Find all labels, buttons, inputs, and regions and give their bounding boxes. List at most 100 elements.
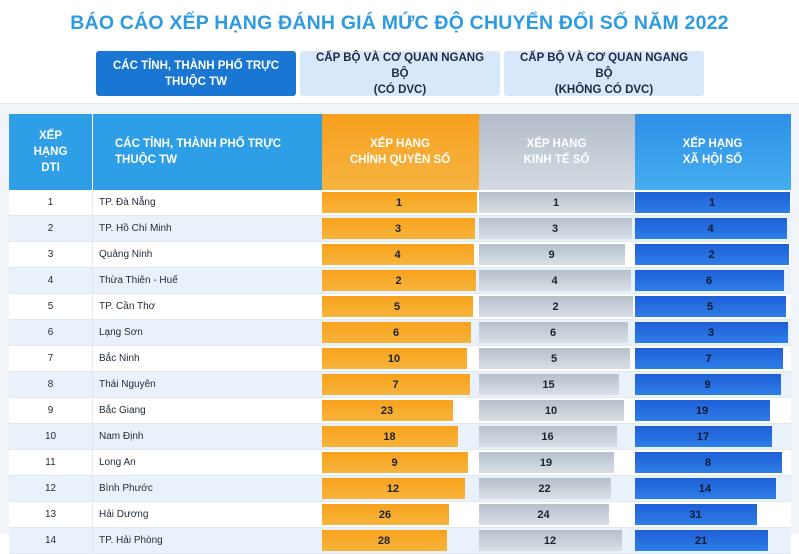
digital-society-cell: 14 <box>634 475 791 502</box>
table-row[interactable]: 13 Hải Dương 26 24 31 <box>9 501 791 528</box>
table-row[interactable]: 12 Bình Phước 12 22 14 <box>9 475 791 502</box>
digital-government-rank-bar: 18 <box>321 426 458 447</box>
digital-society-cell: 7 <box>634 345 791 372</box>
table-row[interactable]: 10 Nam Định 18 16 17 <box>9 423 791 450</box>
table-row[interactable]: 11 Long An 9 19 8 <box>9 449 791 476</box>
digital-economy-rank-bar: 3 <box>478 218 632 239</box>
dti-rank-cell: 12 <box>9 475 93 502</box>
header-digital-society[interactable]: XẾP HẠNG XÃ HỘI SỐ <box>634 114 791 190</box>
digital-economy-rank-bar: 2 <box>478 296 633 317</box>
page-title: BÁO CÁO XẾP HẠNG ĐÁNH GIÁ MỨC ĐỘ CHUYỂN … <box>70 12 729 34</box>
digital-government-cell: 10 <box>321 345 479 372</box>
digital-economy-cell: 6 <box>478 319 635 346</box>
digital-society-cell: 31 <box>634 501 791 528</box>
table-body: 1 TP. Đà Nẵng 1 1 1 2 TP. Hồ Chí Minh 3 3 4 3 Quảng… <box>9 190 791 554</box>
digital-economy-cell: 3 <box>478 215 635 242</box>
digital-government-cell: 5 <box>321 293 479 320</box>
digital-society-cell: 9 <box>634 371 791 398</box>
digital-society-rank-bar: 21 <box>634 530 768 551</box>
digital-government-rank-bar: 5 <box>321 296 473 317</box>
province-name-cell: TP. Cần Thơ <box>92 293 322 320</box>
digital-economy-rank-bar: 10 <box>478 400 624 421</box>
digital-economy-rank-bar: 16 <box>478 426 617 447</box>
digital-government-rank-bar: 2 <box>321 270 476 291</box>
digital-society-cell: 19 <box>634 397 791 424</box>
digital-government-rank-bar: 10 <box>321 348 467 369</box>
digital-economy-rank-bar: 4 <box>478 270 631 291</box>
digital-economy-rank-bar: 1 <box>478 192 634 213</box>
table-row[interactable]: 14 TP. Hải Phòng 28 12 21 <box>9 527 791 554</box>
table-row[interactable]: 1 TP. Đà Nẵng 1 1 1 <box>9 190 791 216</box>
province-name-cell: Quảng Ninh <box>92 241 322 268</box>
ranking-table: XẾP HẠNG DTI CÁC TỈNH, THÀNH PHỐ TRỰC TH… <box>9 114 791 554</box>
tab-provinces-label: CÁC TỈNH, THÀNH PHỐ TRỰC THUỘC TW <box>112 59 280 88</box>
digital-government-cell: 28 <box>321 527 479 554</box>
table-row[interactable]: 5 TP. Cần Thơ 5 2 5 <box>9 293 791 320</box>
table-row[interactable]: 4 Thừa Thiên - Huế 2 4 6 <box>9 267 791 294</box>
digital-government-rank-bar: 3 <box>321 218 475 239</box>
digital-economy-cell: 12 <box>478 527 635 554</box>
dti-rank-cell: 2 <box>9 215 93 242</box>
dti-rank-cell: 3 <box>9 241 93 268</box>
digital-society-rank-bar: 1 <box>634 192 790 213</box>
digital-government-cell: 7 <box>321 371 479 398</box>
digital-government-cell: 1 <box>321 190 479 216</box>
province-name-cell: Bắc Giang <box>92 397 322 424</box>
digital-society-rank-bar: 19 <box>634 400 770 421</box>
header-digital-economy[interactable]: XẾP HẠNG KINH TẾ SỐ <box>478 114 635 190</box>
province-name-cell: Long An <box>92 449 322 476</box>
digital-society-rank-bar: 31 <box>634 504 757 525</box>
province-name-cell: TP. Hải Phòng <box>92 527 322 554</box>
tab-ministries-with-dvc[interactable]: CẤP BỘ VÀ CƠ QUAN NGANG BỘ (CÓ DVC) <box>300 51 500 96</box>
header-dti-rank[interactable]: XẾP HẠNG DTI <box>9 114 93 190</box>
digital-economy-cell: 5 <box>478 345 635 372</box>
province-name-cell: Thừa Thiên - Huế <box>92 267 322 294</box>
digital-society-rank-bar: 6 <box>634 270 784 291</box>
digital-government-cell: 9 <box>321 449 479 476</box>
digital-government-rank-bar: 1 <box>321 192 477 213</box>
province-name-cell: TP. Đà Nẵng <box>92 190 322 216</box>
digital-society-rank-bar: 17 <box>634 426 772 447</box>
province-name-cell: Nam Định <box>92 423 322 450</box>
dti-rank-cell: 1 <box>9 190 93 216</box>
digital-government-rank-bar: 4 <box>321 244 474 265</box>
dti-rank-cell: 11 <box>9 449 93 476</box>
dti-rank-cell: 9 <box>9 397 93 424</box>
province-name-cell: TP. Hồ Chí Minh <box>92 215 322 242</box>
dti-rank-cell: 5 <box>9 293 93 320</box>
table-row[interactable]: 2 TP. Hồ Chí Minh 3 3 4 <box>9 215 791 242</box>
province-name-cell: Lạng Sơn <box>92 319 322 346</box>
digital-society-cell: 5 <box>634 293 791 320</box>
digital-economy-cell: 2 <box>478 293 635 320</box>
table-row[interactable]: 9 Bắc Giang 23 10 19 <box>9 397 791 424</box>
header-digital-government[interactable]: XẾP HẠNG CHÍNH QUYỀN SỐ <box>321 114 479 190</box>
table-row[interactable]: 3 Quảng Ninh 4 9 2 <box>9 241 791 268</box>
province-name-cell: Bắc Ninh <box>92 345 322 372</box>
digital-government-cell: 6 <box>321 319 479 346</box>
header-province-name[interactable]: CÁC TỈNH, THÀNH PHỐ TRỰC THUỘC TW <box>92 114 322 190</box>
ranking-table-container: XẾP HẠNG DTI CÁC TỈNH, THÀNH PHỐ TRỰC TH… <box>0 103 799 554</box>
digital-society-rank-bar: 5 <box>634 296 786 317</box>
digital-economy-cell: 19 <box>478 449 635 476</box>
digital-society-cell: 17 <box>634 423 791 450</box>
digital-government-rank-bar: 26 <box>321 504 449 525</box>
tab-ministries-with-dvc-label: CẤP BỘ VÀ CƠ QUAN NGANG BỘ (CÓ DVC) <box>315 51 485 96</box>
tab-provinces[interactable]: CÁC TỈNH, THÀNH PHỐ TRỰC THUỘC TW <box>96 51 296 96</box>
digital-society-rank-bar: 2 <box>634 244 789 265</box>
digital-society-rank-bar: 4 <box>634 218 787 239</box>
digital-society-cell: 4 <box>634 215 791 242</box>
tab-ministries-without-dvc[interactable]: CẤP BỘ VÀ CƠ QUAN NGANG BỘ (KHÔNG CÓ DVC… <box>504 51 704 96</box>
table-row[interactable]: 6 Lạng Sơn 6 6 3 <box>9 319 791 346</box>
digital-economy-rank-bar: 24 <box>478 504 609 525</box>
digital-government-cell: 3 <box>321 215 479 242</box>
digital-economy-cell: 24 <box>478 501 635 528</box>
dti-rank-cell: 8 <box>9 371 93 398</box>
digital-economy-rank-bar: 19 <box>478 452 614 473</box>
digital-economy-rank-bar: 15 <box>478 374 619 395</box>
digital-society-rank-bar: 14 <box>634 478 776 499</box>
digital-society-cell: 6 <box>634 267 791 294</box>
table-row[interactable]: 7 Bắc Ninh 10 5 7 <box>9 345 791 372</box>
province-name-cell: Hải Dương <box>92 501 322 528</box>
table-header-row: XẾP HẠNG DTI CÁC TỈNH, THÀNH PHỐ TRỰC TH… <box>9 114 791 190</box>
table-row[interactable]: 8 Thái Nguyên 7 15 9 <box>9 371 791 398</box>
